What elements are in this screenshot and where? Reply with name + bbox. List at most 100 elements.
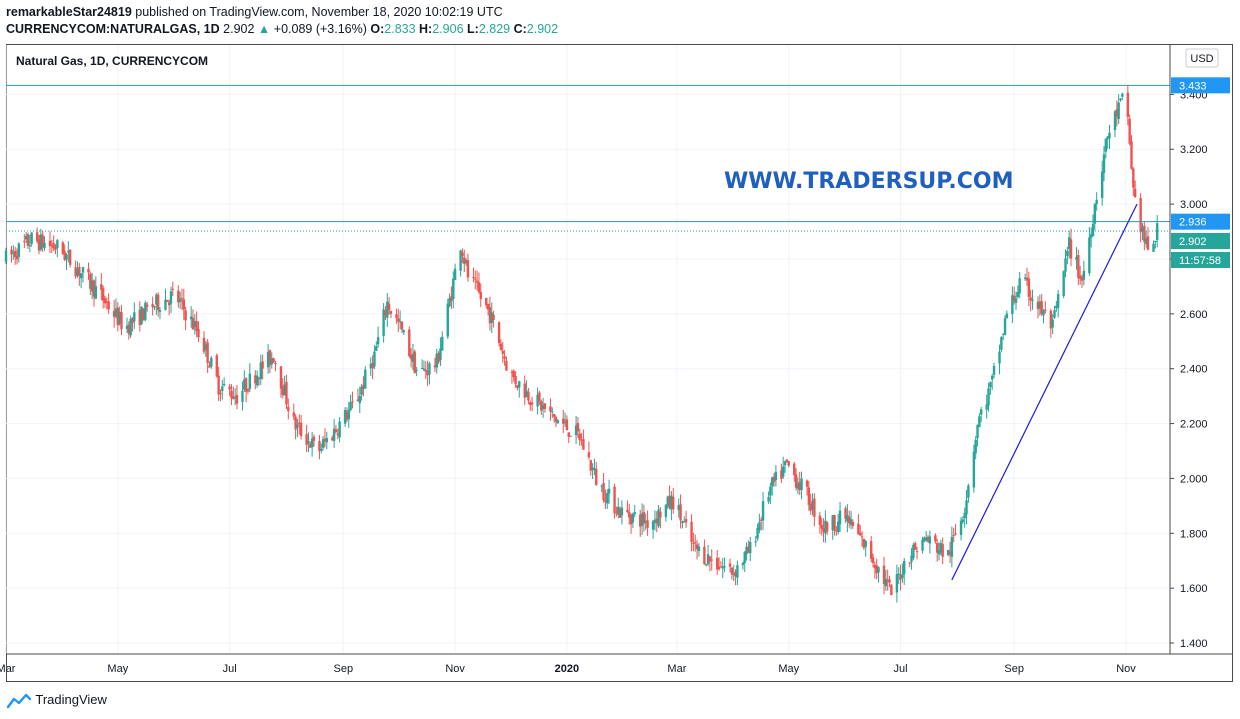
candle-body (859, 532, 862, 536)
candle-body (257, 378, 261, 380)
candle-body (826, 522, 829, 532)
candle-body (371, 363, 374, 369)
candle-body (538, 392, 541, 401)
candle-body (497, 322, 501, 343)
candle-body (694, 542, 697, 544)
candle-body (914, 543, 917, 550)
candle-body (717, 566, 721, 570)
candle-body (567, 432, 570, 437)
candle-body (941, 544, 944, 557)
candle-body (954, 533, 957, 535)
candle-body (554, 416, 558, 422)
candle-body (373, 351, 376, 367)
candle-body (1093, 204, 1097, 224)
candle-body (167, 302, 171, 306)
candle-body (138, 309, 142, 325)
candle-body (232, 396, 235, 399)
candle-body (668, 495, 671, 508)
candle-body (1023, 277, 1027, 279)
candle-body (140, 306, 143, 324)
candle-body (120, 312, 123, 330)
candle-body (182, 299, 186, 310)
candle-body (1027, 278, 1031, 297)
candle-body (928, 536, 932, 544)
candle-body (81, 267, 85, 273)
candle-body (169, 291, 173, 304)
symbol-label: CURRENCYCOM:NATURALGAS, 1D (6, 22, 220, 36)
candle-body (131, 318, 134, 324)
candle-body (1012, 295, 1016, 301)
candle-body (180, 297, 184, 300)
candle-body (103, 298, 107, 304)
candle-body (749, 541, 752, 554)
candle-body (4, 250, 8, 262)
candle-body (305, 434, 308, 445)
publisher-name[interactable]: remarkableStar24819 (6, 5, 132, 19)
time-tick-label: 2020 (555, 663, 579, 675)
candle-body (197, 328, 200, 338)
candle-body (615, 512, 618, 514)
candle-body (600, 485, 603, 487)
price-axis: 1.4001.6001.8002.0002.2002.4002.6002.800… (1170, 89, 1208, 650)
candle-body (294, 416, 297, 430)
candle-body (1141, 227, 1144, 232)
candle-body (477, 282, 481, 292)
candle-body (912, 544, 915, 558)
support-badge-box (1171, 213, 1230, 230)
price-tick-label: 2.200 (1180, 419, 1208, 431)
candle-body (68, 249, 72, 265)
chart-legend-title: Natural Gas, 1D, CURRENCYCOM (16, 54, 208, 68)
candle-body (158, 310, 162, 312)
candle-body (793, 463, 796, 476)
candle-body (992, 366, 996, 375)
candle-body (360, 386, 363, 395)
candle-body (338, 421, 341, 438)
candle-body (402, 330, 405, 333)
candle-body (24, 236, 28, 240)
candle-body (78, 267, 81, 277)
candle-body (529, 402, 532, 406)
candle-body (503, 356, 506, 359)
candle-body (871, 557, 875, 564)
candle-body (800, 478, 803, 491)
candle-body (556, 420, 559, 424)
candle-body (10, 249, 13, 255)
candle-body (697, 546, 701, 551)
candle-body (589, 460, 592, 471)
candle-body (769, 486, 772, 496)
candle-body (272, 358, 275, 363)
candle-body (642, 512, 646, 524)
candle-body (296, 424, 299, 428)
tradingview-logo[interactable]: TradingView (6, 692, 107, 709)
candle-body (145, 304, 149, 307)
candle-body (259, 362, 262, 380)
candle-body (758, 522, 761, 531)
candle-body (336, 433, 339, 436)
support-badge-text: 2.936 (1179, 217, 1207, 229)
candle-body (244, 378, 248, 392)
time-tick-label: Nov (445, 663, 465, 675)
candle-body (703, 546, 706, 565)
candle-body (967, 485, 970, 498)
candle-body (719, 566, 723, 568)
candle-body (472, 276, 475, 278)
currency-button[interactable] (1185, 48, 1219, 68)
candle-body (976, 424, 979, 439)
candle-body (285, 381, 288, 405)
tradingview-label: TradingView (35, 692, 107, 707)
candle-body (772, 476, 776, 482)
candle-body (620, 507, 624, 516)
candle-body (222, 383, 226, 386)
candle-body (332, 428, 336, 441)
candle-body (965, 500, 968, 515)
candle-body (1143, 225, 1146, 242)
candle-body (708, 556, 712, 562)
candle-body (1000, 337, 1003, 350)
candle-body (270, 358, 273, 365)
candle-body (1091, 223, 1095, 237)
candle-body (512, 370, 515, 378)
candle-body (890, 584, 893, 596)
candle-body (798, 481, 801, 491)
price-tick-label: 1.600 (1180, 583, 1208, 595)
